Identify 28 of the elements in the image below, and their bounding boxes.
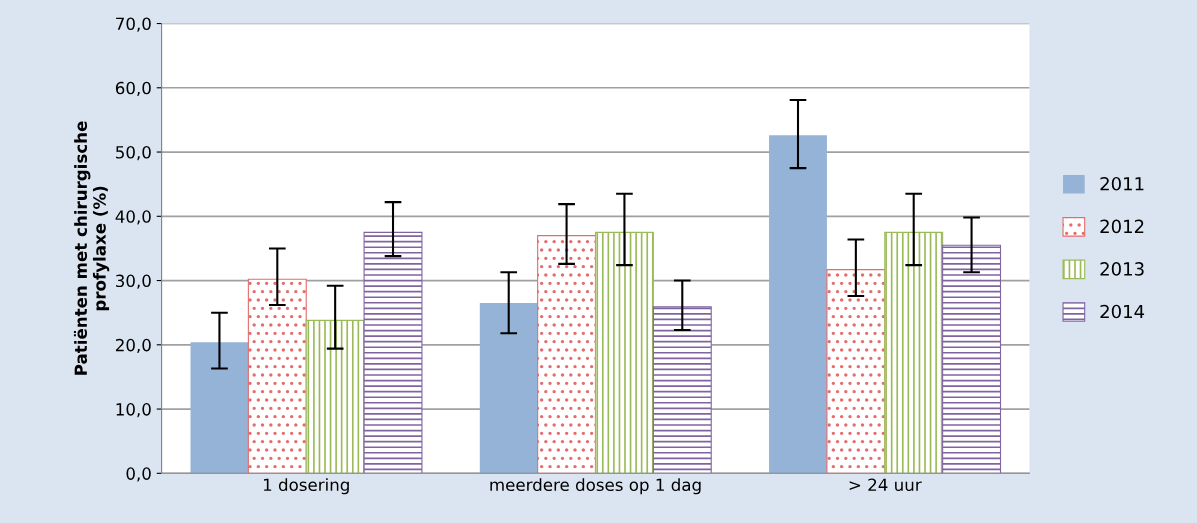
legend-label: 2012: [1100, 219, 1144, 234]
bar: [479, 303, 538, 474]
y-tick-label: 0,0: [126, 467, 151, 482]
legend-label: 2014: [1100, 304, 1145, 319]
x-tick-label: 1 dosering: [263, 478, 349, 495]
bar: [305, 319, 365, 474]
bar: [884, 231, 944, 474]
bar: [826, 269, 886, 474]
bar: [190, 342, 249, 474]
x-tick-label: > 24 uur: [849, 478, 922, 492]
bar: [247, 278, 307, 474]
bar: [363, 231, 423, 474]
bar: [769, 135, 827, 474]
bar: [942, 244, 1002, 474]
y-tick-label: 40,0: [115, 210, 151, 225]
y-tick-label: 50,0: [116, 146, 151, 161]
y-tick-label: 20,0: [115, 338, 151, 354]
bar: [652, 306, 712, 474]
y-tick-label: 70,0: [116, 17, 151, 32]
bar: [594, 231, 654, 474]
legend-label: 2011: [1100, 176, 1144, 191]
y-axis-title: Patiënten met chirurgische profylaxe (%): [73, 121, 110, 375]
y-tick-label: 10,0: [116, 403, 151, 418]
y-tick-label: 30,0: [116, 274, 151, 289]
legend-label: 2013: [1100, 262, 1144, 276]
bar: [537, 235, 597, 474]
x-tick-label: meerdere doses op 1 dag: [490, 478, 701, 495]
y-tick-label: 60,0: [115, 81, 151, 97]
